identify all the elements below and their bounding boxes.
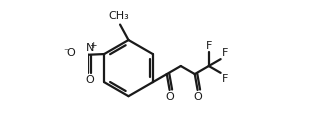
Text: O: O bbox=[165, 92, 174, 102]
Text: N: N bbox=[85, 43, 94, 53]
Text: F: F bbox=[206, 41, 212, 51]
Text: F: F bbox=[222, 74, 228, 84]
Text: O: O bbox=[193, 92, 202, 102]
Text: +: + bbox=[89, 41, 97, 50]
Text: F: F bbox=[222, 48, 228, 58]
Text: O: O bbox=[85, 75, 94, 85]
Text: CH₃: CH₃ bbox=[108, 11, 129, 21]
Text: O: O bbox=[66, 48, 75, 58]
Text: ⁻: ⁻ bbox=[63, 47, 69, 57]
